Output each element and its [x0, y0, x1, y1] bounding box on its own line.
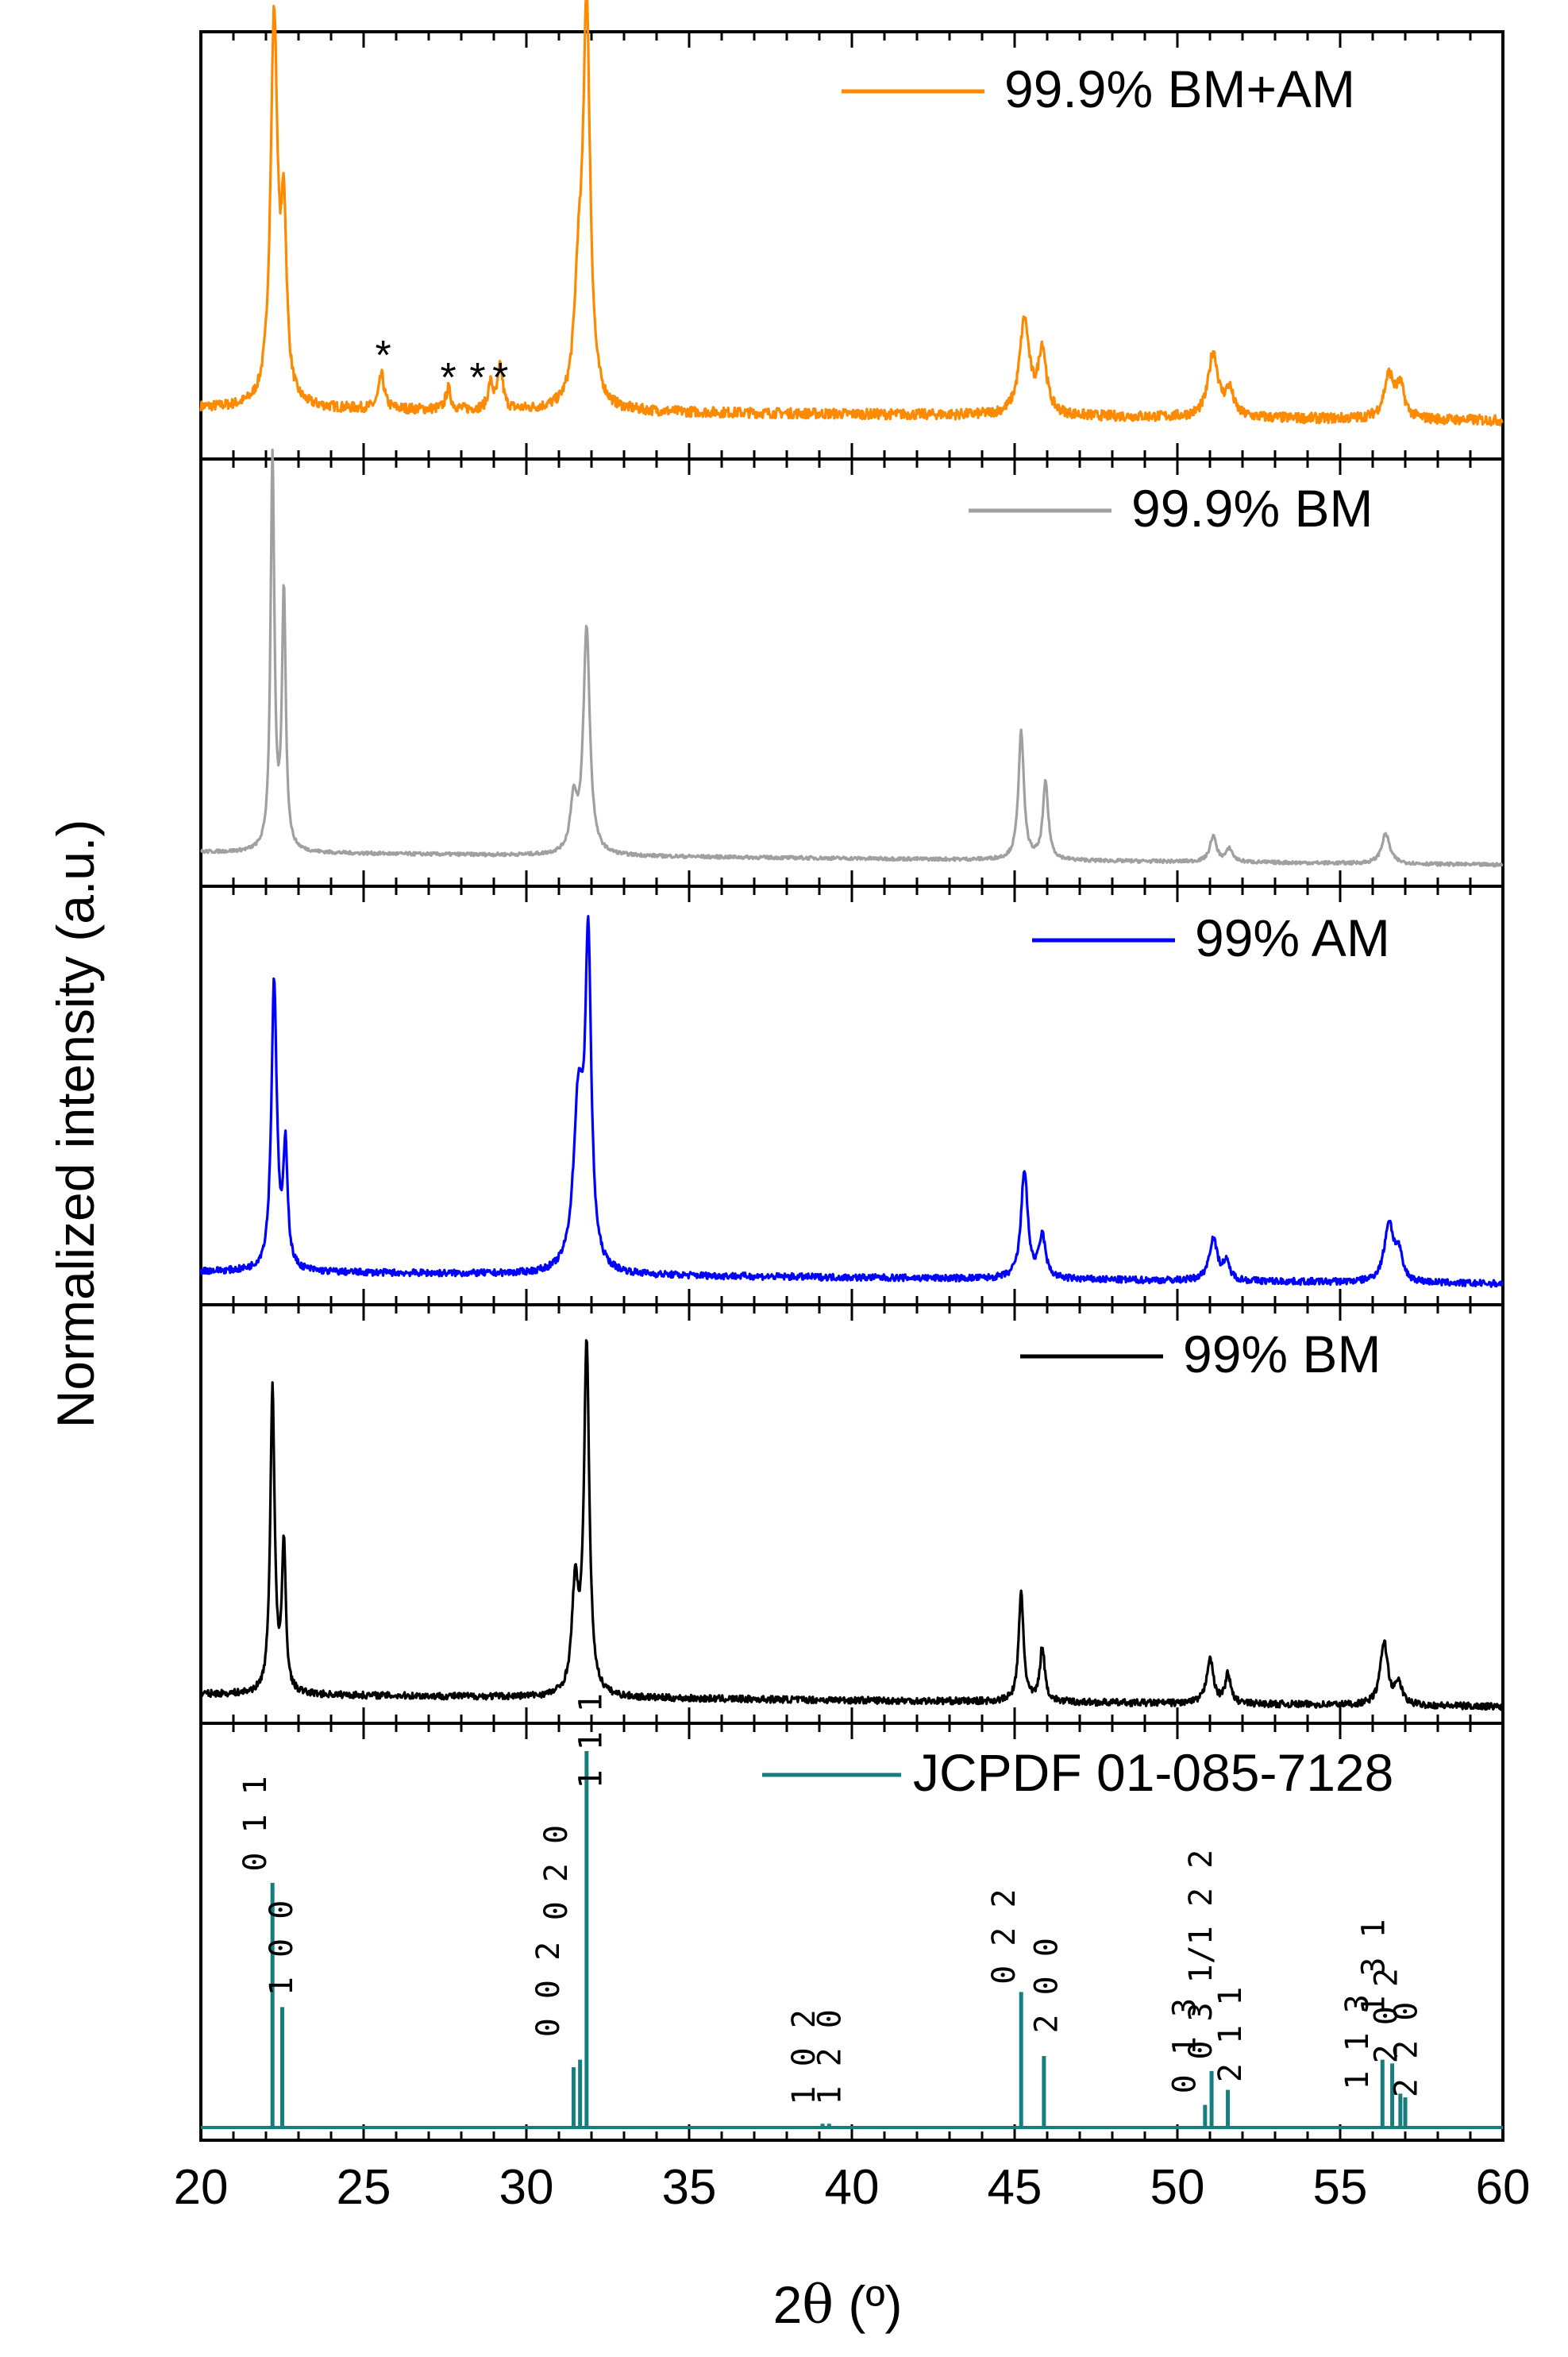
x-axis-title-symbol: θ: [802, 2274, 834, 2336]
impurity-marker: *: [375, 333, 391, 379]
x-tick-label: 50: [1150, 2160, 1205, 2215]
series-line-1: [199, 0, 1504, 426]
hkl-label: 0 2 0: [538, 1825, 575, 1920]
legend-label-1: 99.9% BM+AM: [1004, 60, 1355, 118]
panel-ticks-1: [199, 32, 1504, 459]
hkl-label: 2 0 2: [1369, 1968, 1405, 2063]
y-axis-title: Normalized intensity (a.u.): [46, 820, 105, 1429]
series-line-3: [199, 915, 1504, 1288]
hkl-label: 2 0 0: [1028, 1938, 1065, 2033]
hkl-label: 0 2 2: [986, 1888, 1023, 1984]
panel-ticks-3: [199, 886, 1504, 1305]
hkl-label: 0 1 3: [1167, 1998, 1204, 2093]
hkl-label: 1 0 0: [264, 1900, 300, 1996]
legend-label-4: 99% BM: [1183, 1325, 1381, 1383]
hkl-label: 2 2 0: [1388, 2002, 1424, 2097]
legend-label-reference: JCPDF 01-085-7128: [913, 1743, 1393, 1802]
hkl-label: 1 1 3: [1339, 1994, 1376, 2089]
impurity-marker: *: [440, 355, 456, 401]
series-line-4: [200, 1339, 1504, 1711]
x-axis-title-suffix: (º): [834, 2275, 902, 2334]
hkl-label: 1 0 2: [786, 2009, 823, 2104]
hkl-label: 0 3 1/1 2 2: [1183, 1850, 1219, 2060]
x-tick-label: 60: [1476, 2160, 1531, 2215]
impurity-marker: *: [492, 355, 508, 401]
hkl-label: 1 1 1: [572, 1693, 609, 1788]
impurity-marker: *: [469, 355, 485, 401]
legend-label-3: 99% AM: [1195, 908, 1390, 967]
panel-ticks-5: [199, 1723, 1504, 2140]
hkl-label: 0 1 1: [237, 1776, 274, 1871]
x-tick-label: 30: [499, 2160, 554, 2215]
x-tick-label: 45: [988, 2160, 1042, 2215]
hkl-label: 1 2 0: [812, 2009, 849, 2104]
x-tick-label: 25: [337, 2160, 391, 2215]
x-axis-tick-labels: 20 25 30 35 40 45 50 55 60: [174, 2160, 1531, 2215]
x-axis-title-prefix: 2: [773, 2275, 803, 2334]
x-axis-title: 2θ (º): [773, 2274, 903, 2336]
legend-label-2: 99.9% BM: [1131, 479, 1373, 538]
hkl-label: 2 1 1: [1212, 1987, 1249, 2082]
x-tick-label: 20: [174, 2160, 229, 2215]
x-tick-label: 35: [662, 2160, 717, 2215]
series-line-2: [200, 448, 1504, 868]
x-tick-label: 40: [825, 2160, 880, 2215]
hkl-label: 0 0 2: [530, 1942, 567, 2037]
x-tick-label: 55: [1313, 2160, 1368, 2215]
hkl-label: 1 3 1: [1355, 1919, 1392, 2014]
